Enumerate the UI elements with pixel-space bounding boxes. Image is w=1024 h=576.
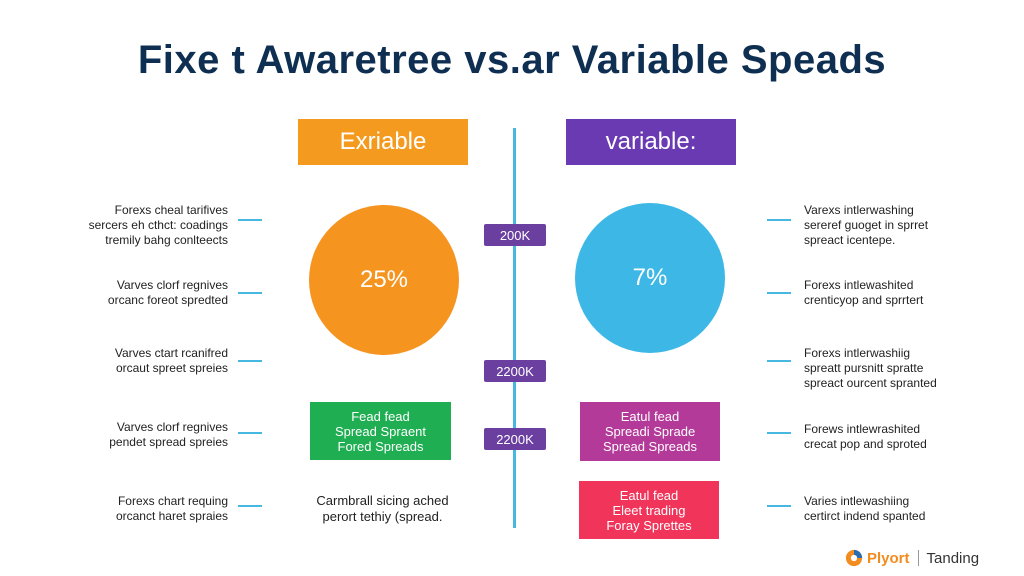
left-note: Varves clorf regnives orcanc foreot spre…	[38, 278, 228, 308]
center-tag: 2200K	[484, 428, 546, 450]
fixed-spread-box: Fead fead Spread Spraent Fored Spreads	[310, 402, 451, 460]
box-line: Spread Spraent	[334, 423, 427, 439]
page-title: Fixe t Awaretree vs.ar Variable Speads	[137, 38, 887, 82]
box-line: Spreadi Sprade	[604, 424, 696, 439]
box-line: Eleet trading	[612, 502, 686, 518]
right-connector	[767, 360, 791, 362]
left-note: Forexs chart requing orcanct haret sprai…	[38, 494, 228, 524]
brand-footer: Plyort Tanding	[845, 548, 979, 568]
right-note-line: spreact ourcent spranted	[804, 376, 937, 390]
variable-spread-box: Eatul fead Spreadi Sprade Spread Spreads	[580, 402, 720, 461]
left-connector	[238, 432, 262, 434]
variable-trading-box: Eatul fead Eleet trading Foray Sprettes	[579, 481, 719, 539]
right-note-line: Forexs intlewashited	[804, 278, 914, 292]
fixed-header: Exriable	[298, 119, 468, 165]
left-note-line: sercers eh cthct: coadings	[88, 218, 228, 232]
brand-name: Plyort	[867, 549, 910, 567]
center-tag: 2200K	[484, 360, 546, 382]
right-note-line: spreact icentepe.	[804, 233, 896, 247]
right-note: Forexs intlewashited crenticyop and sprr…	[804, 278, 1004, 308]
variable-header: variable:	[566, 119, 736, 165]
left-note-line: Varves clorf regnives	[116, 278, 228, 292]
right-note-line: Varies intlewashiing	[804, 494, 910, 508]
right-note-line: crenticyop and sprrtert	[804, 293, 924, 307]
fixed-note: Carmbrall sicing ached perort tethiy (sp…	[300, 493, 465, 525]
right-connector	[767, 505, 791, 507]
right-connector	[767, 432, 791, 434]
right-note: Forexs intlerwashiig spreatt pursnitt sp…	[804, 346, 1004, 391]
right-note-line: Forews intlewrashited	[804, 422, 921, 436]
right-note: Forews intlewrashited crecat pop and spr…	[804, 422, 1004, 452]
box-line: Eatul fead	[619, 487, 679, 503]
variable-percent-circle: 7%	[575, 203, 725, 353]
fixed-header-label: Exriable	[339, 128, 427, 155]
center-tag: 200K	[484, 224, 546, 246]
right-connector	[767, 219, 791, 221]
left-note-line: orcanc foreot spredted	[107, 293, 228, 307]
right-note-line: crecat pop and sproted	[804, 437, 927, 451]
fixed-note-line: perort tethiy (spread.	[322, 509, 443, 524]
left-note-line: tremily bahg conlteects	[105, 233, 228, 247]
brand-separator	[917, 550, 919, 566]
box-line: Foray Sprettes	[606, 517, 692, 533]
left-connector	[238, 292, 262, 294]
brand-logo-icon	[845, 549, 863, 567]
left-note: Varves ctart rcanifred orcaut spreet spr…	[38, 346, 228, 376]
fixed-percent-circle: 25%	[309, 205, 459, 355]
left-note-line: pendet spread spreies	[109, 435, 228, 449]
right-connector	[767, 292, 791, 294]
brand-tagline: Tanding	[926, 549, 980, 567]
left-note-line: Varves clorf regnives	[116, 420, 228, 434]
box-line: Eatul fead	[620, 409, 680, 424]
center-divider	[513, 128, 516, 528]
left-connector	[238, 505, 262, 507]
right-note-line: spreatt pursnitt spratte	[804, 361, 924, 375]
left-note: Varves clorf regnives pendet spread spre…	[38, 420, 228, 450]
fixed-note-line: Carmbrall sicing ached	[316, 493, 449, 508]
right-note-line: Forexs intlerwashiig	[804, 346, 911, 360]
right-note: Varies intlewashiing certirct indend spa…	[804, 494, 1004, 524]
box-line: Fored Spreads	[337, 438, 424, 454]
left-note: Forexs cheal tarifives sercers eh cthct:…	[38, 203, 228, 248]
left-connector	[238, 219, 262, 221]
right-note-line: sereref guoget in sprret	[804, 218, 929, 232]
box-line: Spread Spreads	[603, 439, 697, 454]
right-note-line: Varexs intlerwashing	[804, 203, 914, 217]
variable-percent-value: 7%	[632, 264, 668, 291]
left-note-line: Varves ctart rcanifred	[114, 346, 228, 360]
left-note-line: Forexs cheal tarifives	[114, 203, 228, 217]
left-connector	[238, 360, 262, 362]
left-note-line: orcaut spreet spreies	[115, 361, 228, 375]
box-line: Fead fead	[351, 408, 410, 424]
right-note: Varexs intlerwashing sereref guoget in s…	[804, 203, 1004, 248]
left-note-line: orcanct haret spraies	[115, 509, 228, 523]
fixed-percent-value: 25%	[359, 266, 409, 293]
right-note-line: certirct indend spanted	[804, 509, 926, 523]
left-note-line: Forexs chart requing	[117, 494, 228, 508]
variable-header-label: variable:	[605, 128, 697, 155]
